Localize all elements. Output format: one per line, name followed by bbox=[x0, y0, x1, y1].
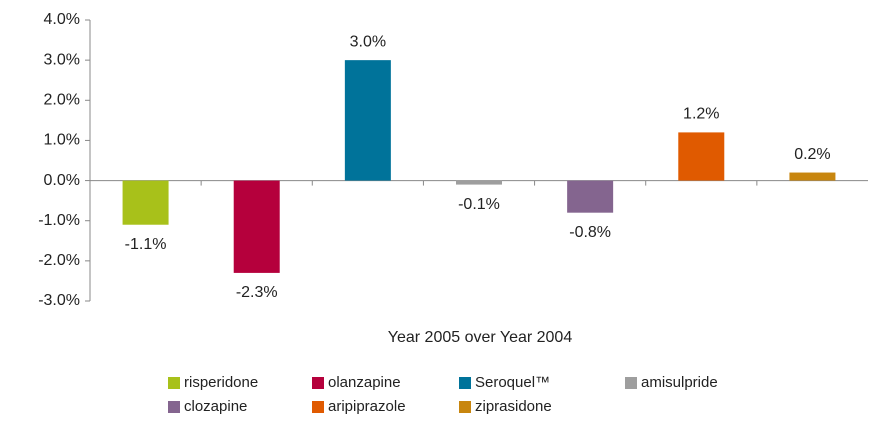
legend-label: olanzapine bbox=[328, 374, 401, 391]
legend-swatch bbox=[168, 401, 180, 413]
legend-swatch bbox=[168, 377, 180, 389]
bar bbox=[233, 180, 280, 273]
value-label: -2.3% bbox=[236, 284, 278, 301]
bar bbox=[122, 180, 169, 225]
legend-swatch bbox=[312, 377, 324, 389]
legend-label: Seroquel™ bbox=[475, 374, 550, 391]
value-label: -1.1% bbox=[125, 236, 167, 253]
bar bbox=[678, 132, 725, 181]
y-tick-label: 2.0% bbox=[44, 92, 80, 109]
value-label: 3.0% bbox=[350, 33, 386, 50]
legend-swatch bbox=[312, 401, 324, 413]
legend-swatch bbox=[625, 377, 637, 389]
bar bbox=[456, 180, 502, 185]
y-tick-label: -1.0% bbox=[38, 212, 80, 229]
legend-label: ziprasidone bbox=[475, 398, 552, 415]
legend-label: clozapine bbox=[184, 398, 247, 415]
value-label: -0.8% bbox=[569, 224, 611, 241]
y-tick-label: 4.0% bbox=[44, 11, 80, 28]
y-tick-label: 3.0% bbox=[44, 51, 80, 68]
y-tick-label: -3.0% bbox=[38, 292, 80, 309]
legend-label: risperidone bbox=[184, 374, 258, 391]
legend-label: aripiprazole bbox=[328, 398, 406, 415]
value-label: 0.2% bbox=[794, 146, 830, 163]
x-axis-label: Year 2005 over Year 2004 bbox=[388, 329, 573, 346]
bar bbox=[344, 60, 391, 181]
y-tick-label: 0.0% bbox=[44, 172, 80, 189]
legend-label: amisulpride bbox=[641, 374, 718, 391]
y-tick-label: -2.0% bbox=[38, 252, 80, 269]
value-label: 1.2% bbox=[683, 106, 719, 123]
bar bbox=[789, 172, 836, 181]
y-tick-label: 1.0% bbox=[44, 132, 80, 149]
legend-swatch bbox=[459, 377, 471, 389]
value-label: -0.1% bbox=[458, 196, 500, 213]
legend-swatch bbox=[459, 401, 471, 413]
bar bbox=[567, 180, 614, 213]
